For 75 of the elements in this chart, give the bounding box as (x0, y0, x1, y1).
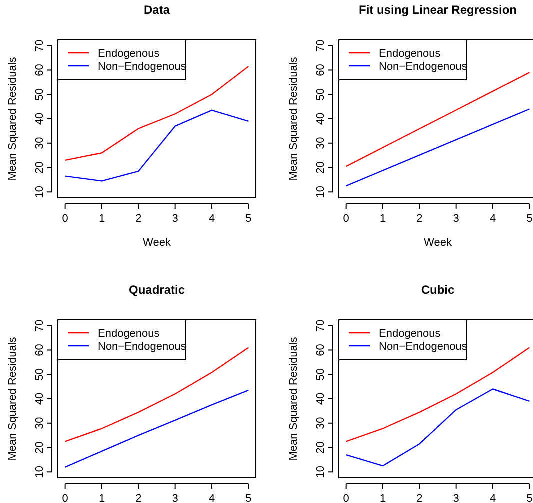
line-series (346, 108, 530, 187)
y-tick-label: 20 (315, 442, 327, 454)
y-tick-label: 10 (34, 186, 46, 198)
x-tick-label: 5 (526, 213, 533, 225)
legend-label: Endogenous (379, 48, 442, 60)
legend-label: Non−Endogenous (379, 61, 468, 73)
x-tick-label: 1 (98, 493, 106, 503)
y-tick-label: 10 (315, 466, 327, 478)
y-tick-label: 30 (34, 417, 46, 430)
x-tick-label: 1 (380, 213, 386, 225)
y-tick-label: 20 (34, 442, 46, 454)
legend-label: Non−Endogenous (379, 341, 468, 353)
y-tick-label: 40 (315, 392, 327, 406)
x-tick-label: 3 (172, 213, 178, 225)
x-tick-label: 1 (98, 213, 106, 225)
y-tick-label: 70 (315, 40, 327, 52)
legend-label: Non−Endogenous (98, 341, 187, 353)
chart-title: Cubic (421, 283, 455, 297)
y-tick-label: 60 (34, 344, 46, 356)
y-axis-title: Mean Squared Residuals (7, 336, 19, 461)
y-tick-label: 20 (315, 162, 327, 174)
x-tick-label: 2 (136, 493, 142, 503)
y-axis-title: Mean Squared Residuals (288, 336, 300, 461)
x-tick-label: 3 (453, 213, 460, 225)
chart-title: Fit using Linear Regression (358, 3, 518, 17)
x-tick-label: 4 (490, 493, 496, 503)
x-tick-label: 0 (62, 493, 68, 503)
y-tick-label: 70 (34, 40, 46, 52)
y-tick-label: 50 (34, 368, 46, 381)
y-tick-label: 30 (315, 137, 327, 150)
line-series (346, 388, 530, 467)
chart-title: Quadratic (128, 283, 186, 297)
y-tick-label: 40 (34, 392, 46, 406)
x-tick-label: 0 (343, 493, 350, 503)
x-tick-label: 3 (172, 493, 178, 503)
x-tick-label: 4 (208, 213, 216, 225)
y-axis-title: Mean Squared Residuals (288, 56, 300, 181)
y-tick-label: 50 (315, 88, 327, 101)
y-tick-label: 50 (315, 368, 327, 381)
x-tick-label: 2 (136, 213, 142, 225)
line-series (64, 110, 250, 182)
y-tick-label: 30 (315, 417, 327, 430)
y-tick-label: 10 (315, 186, 327, 198)
legend-label: Endogenous (98, 48, 160, 60)
y-tick-label: 40 (315, 112, 327, 126)
y-tick-label: 50 (34, 88, 46, 101)
line-series (346, 72, 530, 168)
x-tick-label: 2 (416, 493, 423, 503)
y-tick-label: 30 (34, 137, 46, 150)
y-tick-label: 20 (34, 162, 46, 174)
x-tick-label: 4 (208, 493, 216, 503)
legend-label: Endogenous (379, 328, 442, 340)
y-tick-label: 60 (315, 344, 327, 356)
y-tick-label: 40 (34, 112, 46, 126)
x-tick-label: 1 (380, 493, 386, 503)
line-series (64, 390, 250, 468)
x-axis-title: Week (143, 237, 172, 249)
x-tick-label: 0 (62, 213, 68, 225)
chart-title: Data (144, 3, 170, 17)
x-tick-label: 0 (343, 213, 350, 225)
y-tick-label: 10 (34, 466, 46, 478)
x-tick-label: 3 (453, 493, 460, 503)
y-tick-label: 70 (315, 320, 327, 332)
y-tick-label: 60 (315, 64, 327, 76)
x-tick-label: 4 (490, 213, 496, 225)
x-tick-label: 5 (246, 493, 252, 503)
y-tick-label: 70 (34, 320, 46, 332)
y-tick-label: 60 (34, 64, 46, 76)
x-tick-label: 2 (416, 213, 423, 225)
x-axis-title: Week (424, 237, 452, 249)
y-axis-title: Mean Squared Residuals (7, 56, 19, 181)
legend-label: Endogenous (98, 328, 160, 340)
x-tick-label: 5 (526, 493, 533, 503)
legend-label: Non−Endogenous (98, 61, 187, 73)
x-tick-label: 5 (246, 213, 252, 225)
